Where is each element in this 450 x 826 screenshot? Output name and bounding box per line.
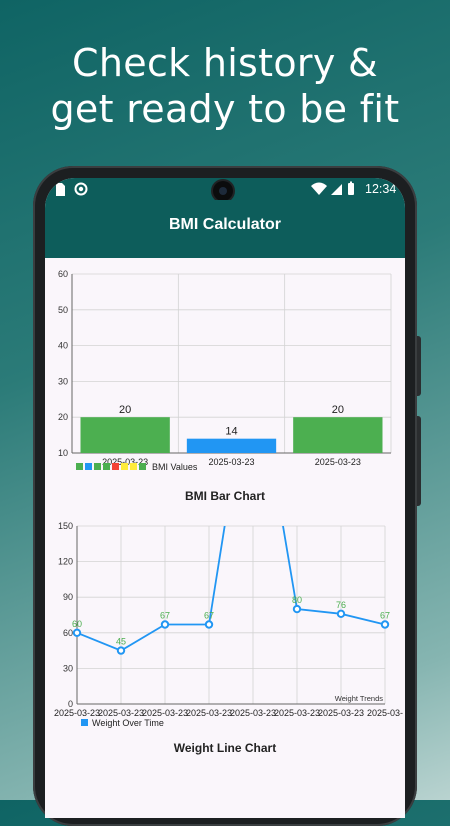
line-legend-label: Weight Over Time	[92, 718, 164, 728]
line-x-tick-label: 2025-03-23	[98, 708, 144, 718]
battery-icon	[348, 181, 354, 195]
line-x-tick-label: 2025-03-23	[54, 708, 100, 718]
phone-screen: 12:34 BMI Calculator 10 20 30 40 50 60 20 2025-…	[45, 178, 405, 818]
weight-series-line	[77, 526, 386, 652]
bar-legend-swatch	[121, 463, 128, 470]
promo-headline-line2: get ready to be fit	[50, 87, 400, 131]
sim-card-icon	[56, 183, 65, 196]
weight-point-label: 67	[380, 610, 390, 620]
weight-point-label: 60	[72, 619, 82, 629]
weight-point	[160, 620, 170, 629]
bar-y-tick-label: 40	[58, 341, 68, 351]
bmi-bar-value-label: 20	[119, 404, 131, 416]
bar-y-tick-label: 10	[58, 448, 68, 458]
bmi-bar	[293, 417, 383, 453]
bar-x-tick-label: 2025-03-23	[208, 457, 254, 467]
app-bar: BMI Calculator	[45, 200, 405, 258]
line-y-tick-label: 90	[63, 592, 73, 602]
line-y-tick-label: 60	[63, 628, 73, 638]
weight-point-label: 67	[204, 610, 214, 620]
weight-point-label: 67	[160, 610, 170, 620]
status-icons	[56, 181, 354, 196]
weight-point	[116, 646, 126, 655]
status-time: 12:34	[365, 182, 397, 196]
weight-line-chart-title: Weight Line Chart	[173, 741, 277, 755]
line-x-tick-label: 2025-03-23	[230, 708, 276, 718]
bar-y-tick-label: 50	[58, 305, 68, 315]
line-x-tick-label: 2025-03-23	[186, 708, 232, 718]
bmi-bar	[80, 417, 170, 453]
promo-headline: Check history & get ready to be fit	[0, 40, 450, 132]
volume-button	[417, 336, 421, 396]
phone-frame: 12:34 BMI Calculator 10 20 30 40 50 60 20 2025-…	[33, 166, 421, 826]
front-camera	[213, 181, 233, 201]
sync-circle-icon	[74, 182, 88, 196]
line-y-tick-label: 30	[63, 663, 73, 673]
power-button	[417, 416, 421, 506]
wifi-icon	[311, 182, 327, 195]
bmi-bar-value-label: 20	[332, 404, 344, 416]
line-legend-swatch	[81, 719, 88, 726]
line-y-tick-label: 0	[68, 699, 73, 709]
weight-point	[292, 604, 302, 614]
line-x-tick-label: 2025-03-23	[274, 708, 320, 718]
line-y-tick-label: 120	[58, 557, 73, 567]
bar-legend-label: BMI Values	[152, 462, 198, 472]
weight-point-label: 80	[292, 595, 302, 605]
app-title: BMI Calculator	[168, 216, 281, 233]
bmi-bar-value-label: 14	[225, 426, 237, 438]
weight-point-label: 76	[336, 600, 346, 610]
bar-legend-swatch	[130, 463, 137, 470]
bar-x-tick-label: 2025-03-23	[102, 457, 148, 467]
line-description-label: Weight Trends	[335, 694, 383, 703]
bmi-bar-chart: 10 20 30 40 50 60 20 2025-03-23 14 2025-03-23 20 20…	[58, 269, 392, 472]
bar-legend-swatch	[94, 463, 101, 470]
bmi-bar-chart-title: BMI Bar Chart	[184, 489, 265, 503]
bar-x-tick-label: 2025-03-23	[315, 457, 361, 467]
bmi-bar	[186, 438, 277, 453]
weight-point	[204, 620, 214, 629]
weight-point	[336, 609, 346, 619]
line-x-tick-label: 2025-03-23	[318, 708, 364, 718]
history-content[interactable]: 10 20 30 40 50 60 20 2025-03-23 14 2025-03-23 20 20…	[45, 258, 405, 818]
bar-legend-swatch	[85, 463, 92, 470]
bar-y-tick-label: 30	[58, 376, 68, 386]
weight-point-label: 45	[116, 637, 126, 647]
line-y-tick-label: 150	[58, 521, 73, 531]
weight-line-chart: 03060901201502025-03-232025-03-232025-03…	[54, 521, 403, 728]
bar-legend-swatch	[76, 463, 83, 470]
bar-y-tick-label: 20	[58, 412, 68, 422]
promo-headline-line1: Check history &	[72, 41, 378, 85]
bar-legend-swatch	[112, 463, 119, 470]
bar-legend-swatch	[139, 463, 146, 470]
bar-legend-swatch	[103, 463, 110, 470]
line-x-tick-label: 2025-03-	[367, 708, 403, 718]
line-x-tick-label: 2025-03-23	[142, 708, 188, 718]
weight-point	[380, 620, 390, 629]
signal-icon	[331, 184, 342, 195]
weight-point	[72, 628, 82, 638]
bar-y-tick-label: 60	[58, 269, 68, 279]
